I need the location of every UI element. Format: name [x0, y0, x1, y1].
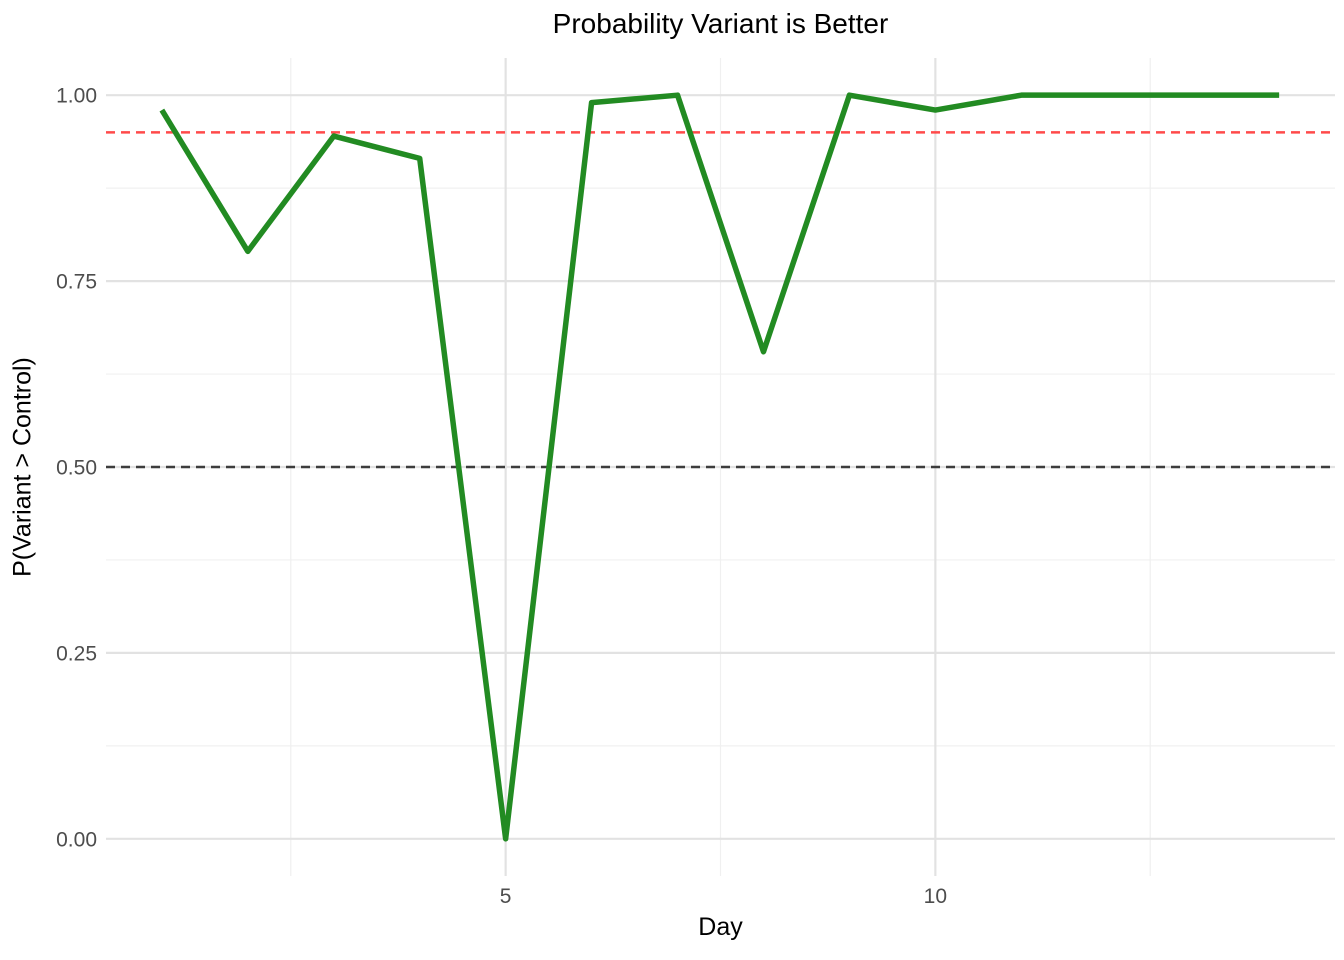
- x-tick-label: 5: [500, 885, 512, 908]
- series-line: [159, 92, 1280, 842]
- chart-title: Probability Variant is Better: [552, 8, 889, 39]
- x-axis-tick-labels: 5 10: [500, 885, 947, 908]
- y-tick-label: 0.00: [56, 828, 97, 851]
- y-axis-tick-labels: 0.00 0.25 0.50 0.75 1.00: [56, 85, 97, 852]
- y-tick-label: 0.75: [56, 271, 97, 294]
- y-axis-title: P(Variant > Control): [8, 357, 37, 577]
- x-axis-title: Day: [698, 913, 743, 941]
- y-tick-label: 0.25: [56, 642, 97, 665]
- y-tick-label: 1.00: [56, 85, 97, 108]
- x-tick-label: 10: [924, 885, 947, 908]
- y-tick-label: 0.50: [56, 457, 97, 480]
